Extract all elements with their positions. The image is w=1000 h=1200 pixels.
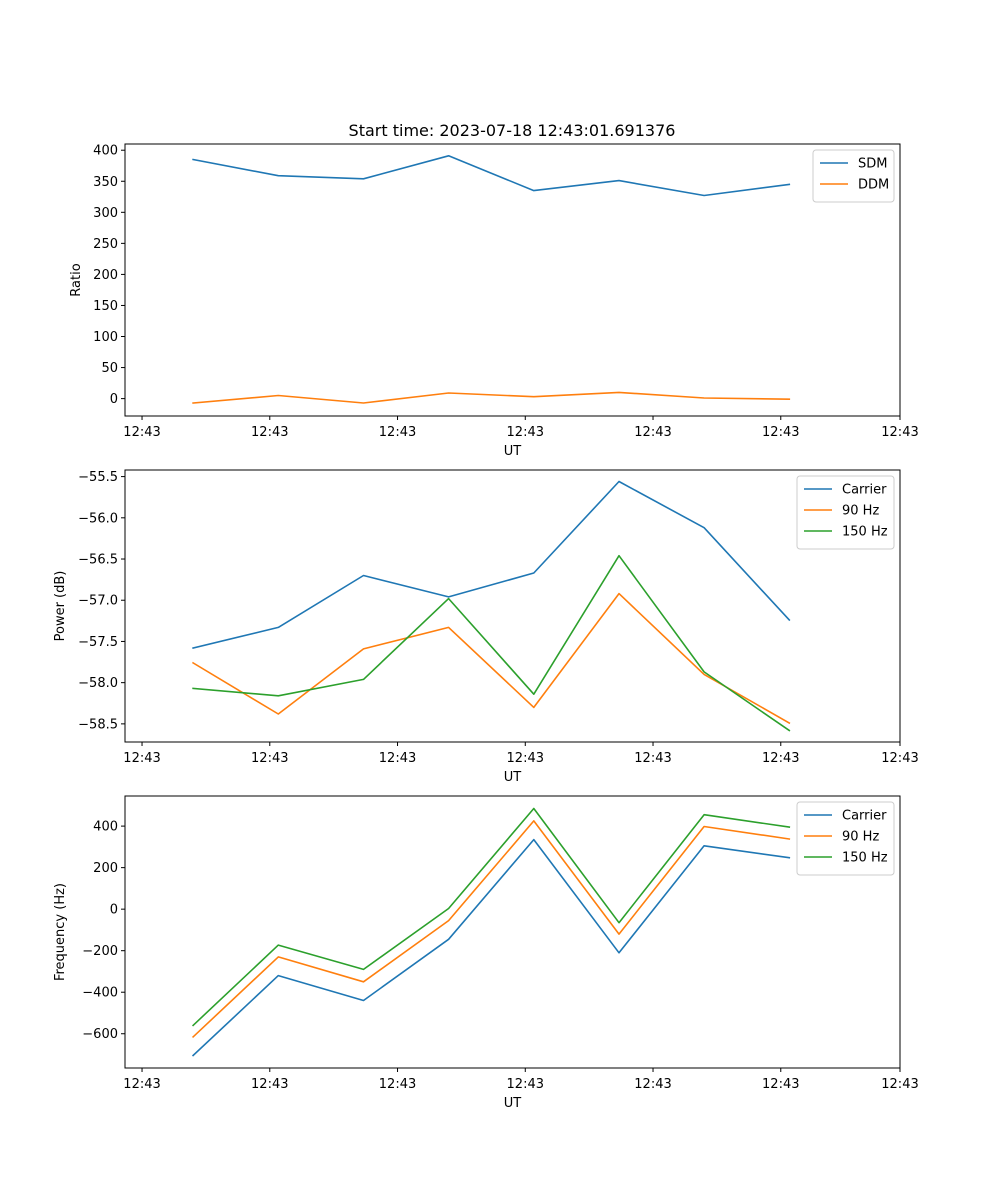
legend-label: 90 Hz (842, 830, 879, 845)
series-line-ddm (192, 391, 791, 404)
x-tick-label: 12:43 (762, 1077, 799, 1092)
y-tick-label: −55.5 (78, 470, 118, 485)
axes-2: −58.5 −58.0 −57.5 −57.0 −56.5 −56.0 −55.5 12:43… (53, 469, 919, 785)
x-tick-label: 12:43 (634, 751, 671, 766)
axes-1: 0 50 100 150 200 250 300 350 400 12:43 12:43 12:43 1… (69, 143, 919, 459)
series-line-90-hz (192, 592, 791, 725)
y-tick-label: −57.0 (78, 594, 118, 609)
y-tick-label: 0 (110, 392, 118, 407)
series-line-carrier (192, 480, 791, 649)
x-tick-label: 12:43 (123, 1077, 160, 1092)
legend-label: Carrier (842, 809, 887, 824)
figure-title: Start time: 2023-07-18 12:43:01.691376 (349, 121, 676, 140)
y-tick-label: −58.5 (78, 717, 118, 732)
y-tick-label: 250 (93, 237, 118, 252)
legend: Carrier 90 Hz 150 Hz (796, 801, 895, 876)
x-tick-label: 12:43 (251, 425, 288, 440)
y-tick-label: 300 (93, 206, 118, 221)
x-tick-label: 12:43 (123, 425, 160, 440)
x-tick-label: 12:43 (762, 425, 799, 440)
legend: SDM DDM (812, 149, 895, 203)
legend: Carrier 90 Hz 150 Hz (796, 475, 895, 550)
y-tick-label: −400 (82, 986, 118, 1001)
series-line-carrier (191, 838, 791, 1057)
x-tick-label: 12:43 (251, 751, 288, 766)
x-tick-label: 12:43 (379, 1077, 416, 1092)
y-tick-label: −56.0 (78, 511, 118, 526)
y-tick-label: 400 (93, 820, 118, 835)
y-tick-label: 150 (93, 299, 118, 314)
y-tick-label: 0 (110, 903, 118, 918)
axes-frame (124, 795, 901, 1069)
x-tick-label: 12:43 (762, 751, 799, 766)
x-tick-label: 12:43 (379, 751, 416, 766)
x-tick-label: 12:43 (123, 751, 160, 766)
x-axis-label: UT (504, 1096, 522, 1111)
legend-label: 150 Hz (842, 525, 888, 540)
x-tick-label: 12:43 (881, 1077, 918, 1092)
x-tick-label: 12:43 (634, 1077, 671, 1092)
series-line-150-hz (191, 807, 791, 1027)
axes-frame (124, 143, 901, 417)
y-tick-label: 50 (101, 361, 118, 376)
legend-label: 150 Hz (842, 851, 888, 866)
series-line-90-hz (191, 820, 791, 1039)
plots: 0 50 100 150 200 250 300 350 400 12:43 12:43 12:43 1… (53, 143, 919, 1111)
series-line-sdm (192, 155, 791, 197)
y-axis-label: Frequency (Hz) (53, 883, 68, 981)
x-tick-label: 12:43 (379, 425, 416, 440)
x-tick-label: 12:43 (251, 1077, 288, 1092)
y-tick-label: 350 (93, 175, 118, 190)
y-axis-label: Power (dB) (53, 571, 68, 642)
y-tick-label: 200 (93, 861, 118, 876)
y-tick-label: −600 (82, 1027, 118, 1042)
y-tick-label: 400 (93, 144, 118, 159)
axes-frame (124, 469, 901, 743)
series-line-150-hz (192, 554, 791, 732)
legend-label: 90 Hz (842, 504, 879, 519)
legend-label: DDM (858, 178, 889, 193)
y-tick-label: −57.5 (78, 635, 118, 650)
y-tick-label: 100 (93, 330, 118, 345)
y-tick-label: −200 (82, 944, 118, 959)
y-axis-label: Ratio (69, 263, 84, 296)
x-tick-label: 12:43 (507, 425, 544, 440)
axes-3: −600 −400 −200 0 200 400 12:43 12:43 12:43 12:43 1… (53, 795, 919, 1111)
y-tick-label: 200 (93, 268, 118, 283)
y-tick-label: −56.5 (78, 553, 118, 568)
x-tick-label: 12:43 (507, 751, 544, 766)
x-tick-label: 12:43 (881, 751, 918, 766)
legend-label: SDM (858, 157, 887, 172)
x-axis-label: UT (504, 444, 522, 459)
y-tick-label: −58.0 (78, 676, 118, 691)
x-tick-label: 12:43 (881, 425, 918, 440)
legend-label: Carrier (842, 483, 887, 498)
x-axis-label: UT (504, 770, 522, 785)
x-tick-label: 12:43 (507, 1077, 544, 1092)
x-tick-label: 12:43 (634, 425, 671, 440)
